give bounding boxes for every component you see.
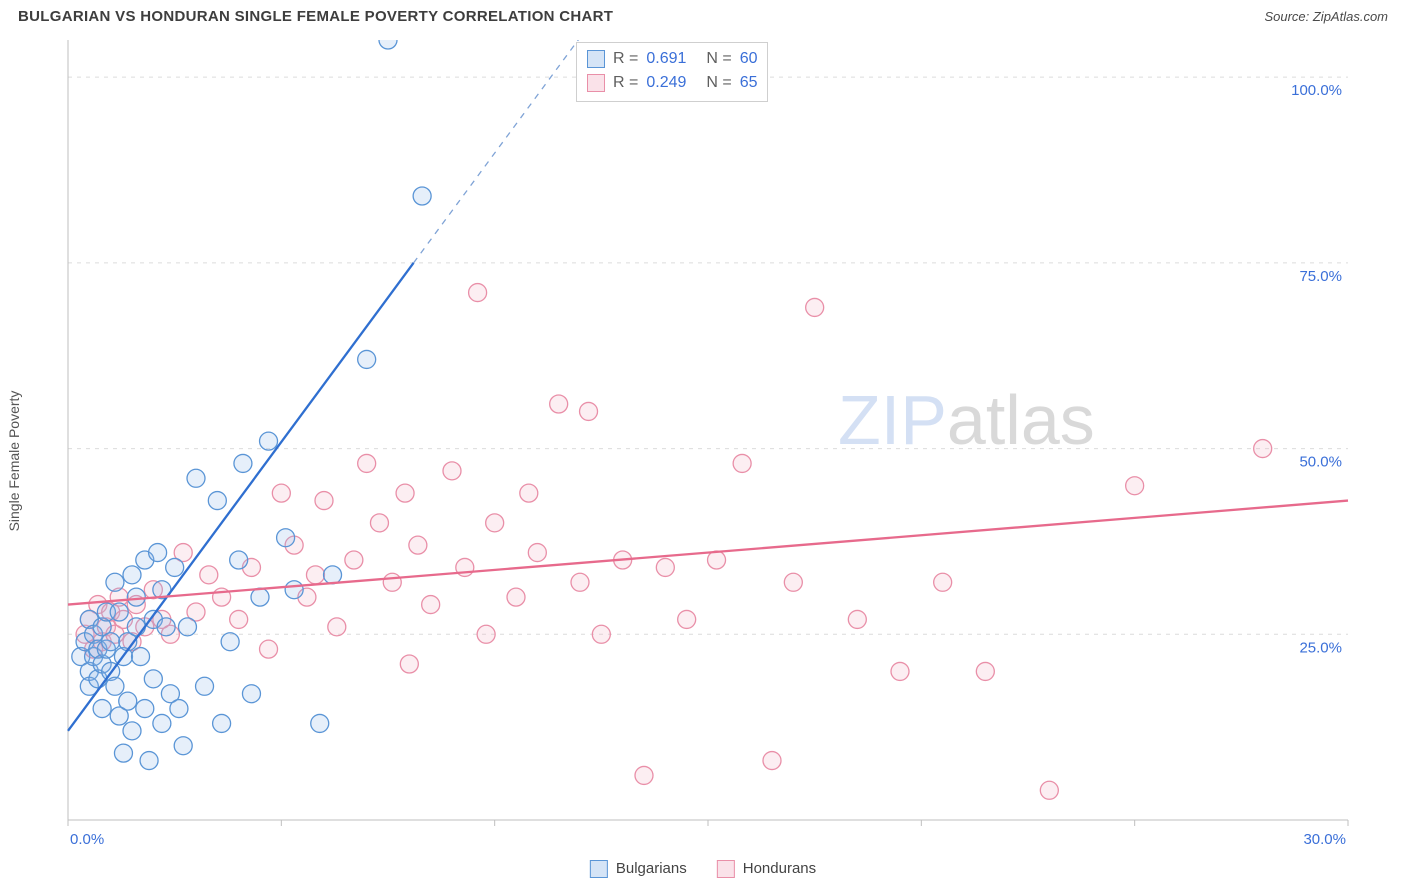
legend-swatch [590,860,608,878]
stats-legend-row-bulgarians: R = 0.691 N = 60 [587,47,757,71]
y-axis-label: Single Female Poverty [6,391,22,532]
svg-text:0.0%: 0.0% [70,831,104,848]
legend-swatch [717,860,735,878]
n-value: 65 [740,71,758,95]
series-legend-item-hondurans: Hondurans [717,858,816,881]
r-value: 0.249 [646,71,698,95]
series-legend: Bulgarians Hondurans [590,858,816,881]
n-label: N = [706,71,731,95]
chart-container: Single Female Poverty 25.0%50.0%75.0%100… [18,40,1388,882]
series-legend-item-bulgarians: Bulgarians [590,858,687,881]
svg-text:100.0%: 100.0% [1291,82,1342,99]
n-value: 60 [740,47,758,71]
chart-title: BULGARIAN VS HONDURAN SINGLE FEMALE POVE… [18,8,613,25]
r-label: R = [613,47,638,71]
svg-text:50.0%: 50.0% [1299,454,1342,471]
stats-legend-row-hondurans: R = 0.249 N = 65 [587,71,757,95]
legend-swatch [587,50,605,68]
svg-text:30.0%: 30.0% [1303,831,1346,848]
r-value: 0.691 [646,47,698,71]
legend-swatch [587,74,605,92]
stats-legend: R = 0.691 N = 60 R = 0.249 N = 65 [576,42,768,102]
svg-text:75.0%: 75.0% [1299,268,1342,285]
scatter-chart: 25.0% 50.0% 75.0% 100.0% 0.0% 30.0% [18,40,1388,870]
series-label: Hondurans [743,858,816,881]
svg-text:25.0%: 25.0% [1299,639,1342,656]
r-label: R = [613,71,638,95]
n-label: N = [706,47,731,71]
source-label: Source: ZipAtlas.com [1264,9,1388,24]
series-label: Bulgarians [616,858,687,881]
